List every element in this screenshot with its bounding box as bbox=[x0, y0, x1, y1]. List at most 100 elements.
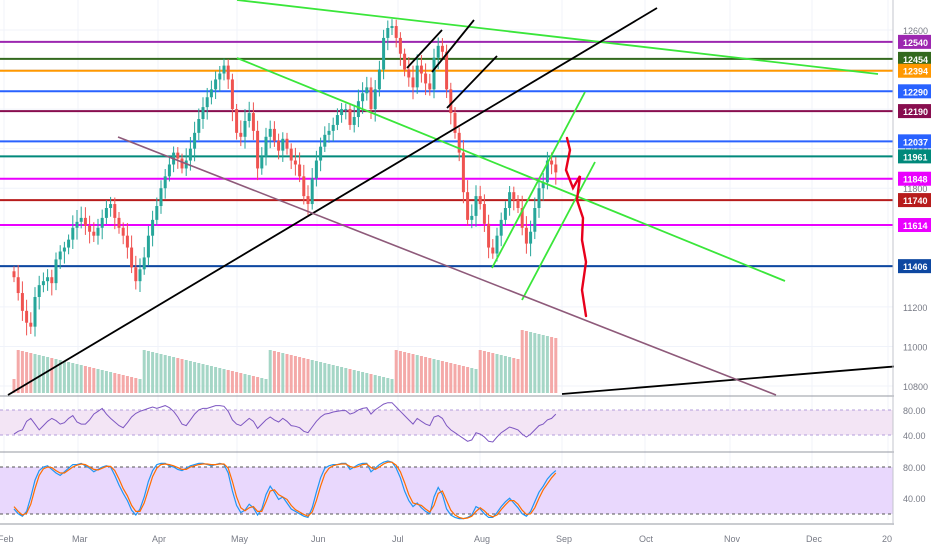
time-tick-label: Oct bbox=[639, 534, 654, 544]
volume-bar bbox=[130, 377, 134, 393]
volume-bar bbox=[289, 355, 293, 393]
price-axis[interactable]: 1260012400122001200011800116001140011200… bbox=[894, 0, 932, 550]
volume-bar bbox=[512, 358, 516, 393]
indicator-2-line bbox=[13, 461, 557, 520]
volume-bar bbox=[323, 363, 327, 393]
volume-bar bbox=[533, 333, 537, 393]
candle-body bbox=[100, 217, 104, 228]
price-level-tag bbox=[898, 51, 931, 66]
volume-bar bbox=[184, 360, 188, 393]
volume-bar bbox=[218, 368, 222, 393]
candle-body bbox=[25, 310, 29, 323]
candle-body bbox=[461, 152, 465, 193]
price-level-tag bbox=[898, 134, 931, 149]
volume-bar bbox=[466, 367, 470, 393]
candle-body bbox=[356, 101, 360, 118]
candle-body bbox=[138, 269, 142, 282]
candle-body bbox=[377, 69, 381, 90]
price-level-tag bbox=[898, 63, 931, 78]
volume-bar bbox=[331, 365, 335, 393]
volume-bar bbox=[281, 353, 285, 393]
candle-body bbox=[264, 136, 268, 157]
price-level-label: 11614 bbox=[903, 221, 928, 231]
candle-body bbox=[323, 134, 327, 147]
candle-body bbox=[146, 235, 150, 258]
volume-bar bbox=[432, 359, 436, 393]
trendline-drawings bbox=[7, 0, 901, 396]
volume-bar bbox=[222, 369, 226, 393]
volume-bar bbox=[293, 356, 297, 393]
volume-bar bbox=[356, 371, 360, 393]
volume-bar bbox=[398, 351, 402, 393]
volume-bar bbox=[344, 368, 348, 393]
candle-body bbox=[348, 109, 352, 125]
volume-bar bbox=[75, 364, 79, 393]
indicator-2-plot bbox=[13, 460, 557, 520]
volume-bar bbox=[100, 370, 104, 393]
volume-bar bbox=[159, 354, 163, 393]
volume-bar bbox=[306, 359, 310, 393]
candle-body bbox=[293, 160, 297, 165]
candle-body bbox=[394, 26, 398, 38]
volume-bar bbox=[230, 371, 234, 393]
volume-bar bbox=[487, 352, 491, 393]
candle-body bbox=[46, 277, 50, 282]
price-level-label: 12190 bbox=[903, 107, 928, 117]
candle-body bbox=[71, 227, 75, 240]
price-tick-label: 10800 bbox=[903, 382, 928, 392]
candle-body bbox=[230, 79, 234, 110]
candle-body bbox=[478, 196, 482, 205]
volume-bar bbox=[499, 355, 503, 393]
green-trendline-up-a bbox=[491, 91, 586, 269]
volume-bar bbox=[554, 338, 558, 393]
volume-bar bbox=[142, 350, 146, 393]
price-level-tag bbox=[898, 218, 931, 233]
volume-bar bbox=[386, 378, 390, 393]
candle-body bbox=[272, 128, 276, 141]
price-level-label: 11848 bbox=[903, 175, 928, 185]
candle-body bbox=[176, 152, 180, 159]
candle-body bbox=[155, 206, 159, 220]
volume-bar bbox=[172, 357, 176, 393]
volume-bar bbox=[79, 365, 83, 393]
candle-body bbox=[407, 69, 411, 78]
time-axis[interactable]: Feb Mar Apr May Jun Jul Aug Sep Oct Nov Dec 20 bbox=[0, 525, 932, 550]
time-tick-label: Sep bbox=[556, 534, 572, 544]
candle-body bbox=[529, 231, 533, 244]
price-level-label: 12540 bbox=[903, 38, 928, 48]
candle-body bbox=[151, 219, 155, 236]
volume-bar bbox=[188, 361, 192, 393]
volume-bar bbox=[302, 358, 306, 393]
volume-bar bbox=[54, 359, 58, 393]
candle-body bbox=[474, 196, 478, 216]
volume-bar bbox=[37, 355, 41, 393]
volume-bar bbox=[104, 371, 108, 393]
volume-bar bbox=[550, 337, 554, 393]
volume-bar bbox=[46, 357, 50, 393]
candle-body bbox=[29, 322, 33, 327]
price-level-label: 12290 bbox=[903, 87, 928, 97]
candle-body bbox=[167, 164, 171, 177]
price-tick-label: 11000 bbox=[903, 342, 927, 352]
indicator-tick-label: 40.00 bbox=[903, 431, 926, 441]
volume-bar bbox=[92, 368, 96, 393]
candle-body bbox=[428, 83, 432, 90]
volume-bar bbox=[58, 360, 62, 393]
volume-bar bbox=[71, 363, 75, 393]
candle-body bbox=[545, 160, 549, 183]
volume-bar bbox=[352, 370, 356, 393]
volume-bar bbox=[50, 358, 54, 393]
candle-body bbox=[41, 281, 45, 286]
volume-bar bbox=[113, 373, 117, 393]
volume-bar bbox=[33, 354, 37, 393]
price-level-lines bbox=[0, 40, 893, 268]
price-level-tag bbox=[898, 171, 931, 186]
volume-bar bbox=[146, 351, 150, 393]
candle-body bbox=[491, 247, 495, 254]
candle-body bbox=[415, 65, 419, 88]
indicator-1-band bbox=[0, 410, 893, 435]
volume-bar bbox=[491, 353, 495, 393]
candle-body bbox=[495, 235, 499, 254]
volume-bar bbox=[411, 354, 415, 393]
candle-body bbox=[390, 26, 394, 29]
